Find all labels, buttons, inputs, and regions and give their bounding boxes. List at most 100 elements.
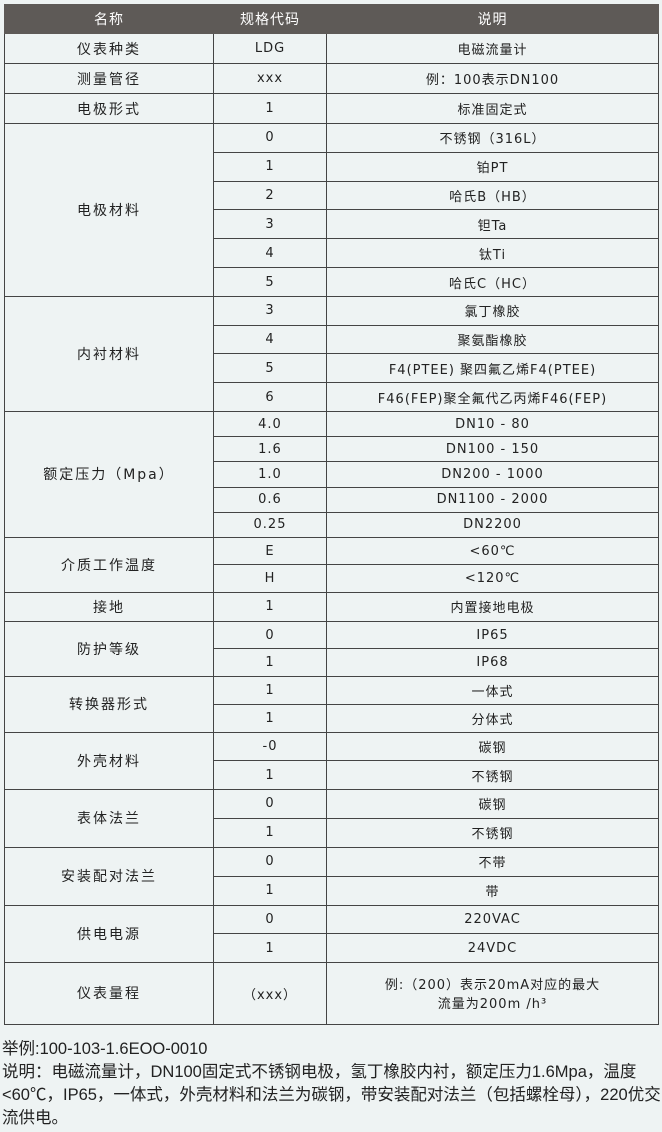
spec-code: 5 — [213, 353, 327, 384]
spec-code: 6 — [213, 382, 327, 412]
spec-desc: DN200 - 1000 — [326, 461, 659, 488]
spec-desc: 钽Ta — [326, 209, 659, 240]
spec-code: 1 — [213, 151, 327, 182]
spec-code: 1 — [213, 648, 327, 677]
spec-desc: 220VAC — [326, 904, 659, 935]
spec-code: 0 — [213, 846, 327, 877]
spec-desc: 带 — [326, 875, 659, 906]
spec-name: 电极材料 — [4, 123, 214, 297]
spec-name: 电极形式 — [4, 93, 214, 124]
spec-code: 5 — [213, 267, 327, 297]
table-row: 1 24VDC — [5, 933, 659, 963]
spec-desc: F4(PTEE) 聚四氟乙烯F4(PTEE) — [326, 353, 659, 384]
table-header: 名称 规格代码 说明 — [4, 4, 659, 34]
spec-desc: DN100 - 150 — [326, 436, 659, 463]
spec-name: 额定压力（Mpa） — [4, 410, 214, 538]
spec-name: 仪表种类 — [4, 33, 214, 64]
spec-desc: 哈氏C（HC） — [326, 267, 659, 297]
spec-table: 名称 规格代码 说明 仪表种类 LDG 电磁流量计 测量管径 xxx 例：100表示DN1… — [4, 4, 659, 1025]
spec-desc: 24VDC — [326, 933, 659, 963]
spec-code: 2 — [213, 180, 327, 211]
spec-name: 外壳材料 — [4, 731, 214, 790]
table-row: 0.25 DN2200 — [5, 511, 659, 538]
spec-desc: 哈氏B（HB） — [326, 180, 659, 211]
table-row: 1 分体式 — [5, 703, 659, 733]
spec-desc: 分体式 — [326, 703, 659, 733]
spec-desc: 内置接地电极 — [326, 591, 659, 622]
spec-code: 1 — [213, 760, 327, 790]
spec-desc: 不锈钢 — [326, 817, 659, 848]
table-row: 额定压力（Mpa） 4.0 DN10 - 80 — [4, 410, 659, 538]
table-row: 仪表量程 （xxx） 例:（200）表示20mA对应的最大 流量为200m /h³ — [4, 961, 659, 1025]
example-code: 举例:100-103-1.6EOO-0010 — [2, 1040, 208, 1058]
spec-desc: <120℃ — [326, 564, 659, 593]
table-row: 4 聚氨酯橡胶 — [5, 324, 659, 355]
header-code: 规格代码 — [213, 4, 327, 34]
spec-code: 1.0 — [213, 461, 327, 488]
spec-desc: IP65 — [326, 620, 659, 650]
spec-code: 0 — [213, 123, 327, 153]
table-row: 3 钽Ta — [5, 209, 659, 240]
spec-desc: IP68 — [326, 648, 659, 677]
spec-code: 4.0 — [213, 410, 327, 438]
table-row: 电极形式 1 标准固定式 — [4, 93, 659, 124]
spec-code: LDG — [213, 33, 327, 64]
example-note: 举例:100-103-1.6EOO-0010 说明：电磁流量计，DN100固定式… — [2, 1038, 662, 1130]
spec-desc: 氯丁橡胶 — [326, 295, 659, 326]
spec-desc: F46(FEP)聚全氟代乙丙烯F46(FEP) — [326, 382, 659, 412]
spec-name: 接地 — [4, 591, 214, 622]
spec-desc: 钛Ti — [326, 238, 659, 269]
table-row: 5 F4(PTEE) 聚四氟乙烯F4(PTEE) — [5, 353, 659, 384]
spec-code: 1 — [213, 675, 327, 705]
table-row: H <120℃ — [5, 564, 659, 593]
spec-name: 介质工作温度 — [4, 536, 214, 593]
spec-code: H — [213, 564, 327, 593]
spec-code: 4 — [213, 238, 327, 269]
table-row: 仪表种类 LDG 电磁流量计 — [4, 33, 659, 64]
spec-desc: 不锈钢 — [326, 760, 659, 790]
spec-code: 3 — [213, 295, 327, 326]
spec-desc: DN1100 - 2000 — [326, 486, 659, 513]
header-desc: 说明 — [326, 4, 659, 34]
table-row: 1.6 DN100 - 150 — [5, 436, 659, 463]
table-row: 5 哈氏C（HC） — [5, 267, 659, 297]
spec-desc: 铂PT — [326, 151, 659, 182]
table-row: 0.6 DN1100 - 2000 — [5, 486, 659, 513]
spec-code: （xxx） — [213, 961, 327, 1025]
spec-desc: 例:（200）表示20mA对应的最大 流量为200m /h³ — [326, 961, 659, 1025]
spec-name: 转换器形式 — [4, 675, 214, 733]
spec-desc: 不带 — [326, 846, 659, 877]
table-row: 4 钛Ti — [5, 238, 659, 269]
spec-desc: 标准固定式 — [326, 93, 659, 124]
spec-code: -0 — [213, 731, 327, 762]
spec-code: E — [213, 536, 327, 566]
spec-name: 安装配对法兰 — [4, 846, 214, 906]
table-row: 6 F46(FEP)聚全氟代乙丙烯F46(FEP) — [5, 382, 659, 412]
spec-code: 1 — [213, 933, 327, 963]
table-row: 1.0 DN200 - 1000 — [5, 461, 659, 488]
spec-desc: <60℃ — [326, 536, 659, 566]
spec-desc: 例：100表示DN100 — [326, 63, 659, 94]
table-row: 外壳材料 -0 碳钢 — [4, 731, 659, 790]
spec-code: 1 — [213, 875, 327, 906]
spec-name: 防护等级 — [4, 620, 214, 677]
table-row: 供电电源 0 220VAC — [4, 904, 659, 963]
spec-code: 1 — [213, 817, 327, 848]
table-row: 表体法兰 0 碳钢 — [4, 788, 659, 848]
table-row: 2 哈氏B（HB） — [5, 180, 659, 211]
spec-code: 0.25 — [213, 511, 327, 538]
header-name: 名称 — [4, 4, 214, 34]
spec-desc: 电磁流量计 — [326, 33, 659, 64]
spec-code: 0 — [213, 788, 327, 819]
spec-name: 内衬材料 — [4, 295, 214, 412]
table-row: 1 不锈钢 — [5, 760, 659, 790]
spec-code: 1 — [213, 93, 327, 124]
table-row: 测量管径 xxx 例：100表示DN100 — [4, 63, 659, 94]
spec-code: 1.6 — [213, 436, 327, 463]
example-description: 说明：电磁流量计，DN100固定式不锈钢电极，氢丁橡胶内衬，额定压力1.6Mpa… — [2, 1063, 661, 1127]
spec-name: 表体法兰 — [4, 788, 214, 848]
spec-code: 0 — [213, 620, 327, 650]
spec-code: 3 — [213, 209, 327, 240]
table-row: 安装配对法兰 0 不带 — [4, 846, 659, 906]
table-row: 介质工作温度 E <60℃ — [4, 536, 659, 593]
